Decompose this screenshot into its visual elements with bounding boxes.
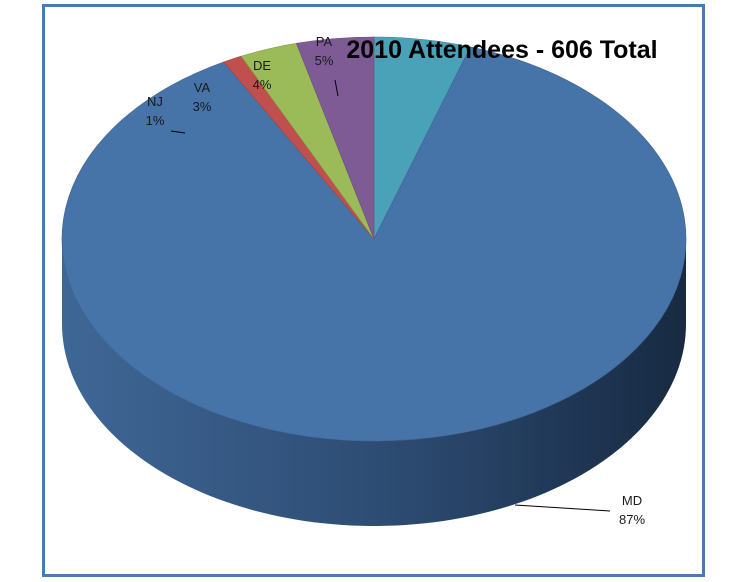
- slice-value-nj: 1%: [146, 113, 165, 128]
- slice-label-de: DE: [253, 58, 271, 73]
- slice-label-nj: NJ: [147, 94, 163, 109]
- slice-side-md: [62, 239, 686, 526]
- leader-line-nj: [170, 130, 186, 134]
- slice-value-pa: 5%: [315, 53, 334, 68]
- slice-value-de: 4%: [253, 77, 272, 92]
- slice-label-md: MD: [622, 493, 642, 508]
- slice-label-pa: PA: [316, 34, 333, 49]
- leader-line-pa: [334, 79, 339, 97]
- slice-de: [295, 36, 375, 240]
- slice-value-va: 3%: [193, 99, 212, 114]
- slice-value-md: 87%: [619, 512, 645, 527]
- slices-layer: [61, 36, 687, 526]
- leader-lines: [170, 79, 611, 512]
- slice-label-va: VA: [194, 80, 211, 95]
- slice-labels: PA 5% MD 87% NJ 1% VA 3% DE 4%: [146, 34, 646, 527]
- slice-md: [61, 46, 687, 442]
- leader-line-md: [514, 504, 611, 512]
- chart-title: 2010 Attendees - 606 Total: [346, 36, 657, 64]
